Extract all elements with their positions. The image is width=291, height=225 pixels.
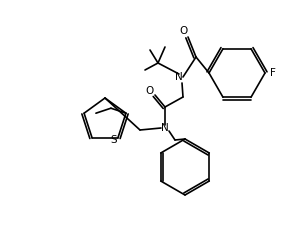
Text: N: N [161,123,169,133]
Text: O: O [145,86,153,96]
Text: O: O [180,26,188,36]
Text: S: S [111,135,117,145]
Text: N: N [175,72,183,82]
Text: F: F [270,68,276,78]
